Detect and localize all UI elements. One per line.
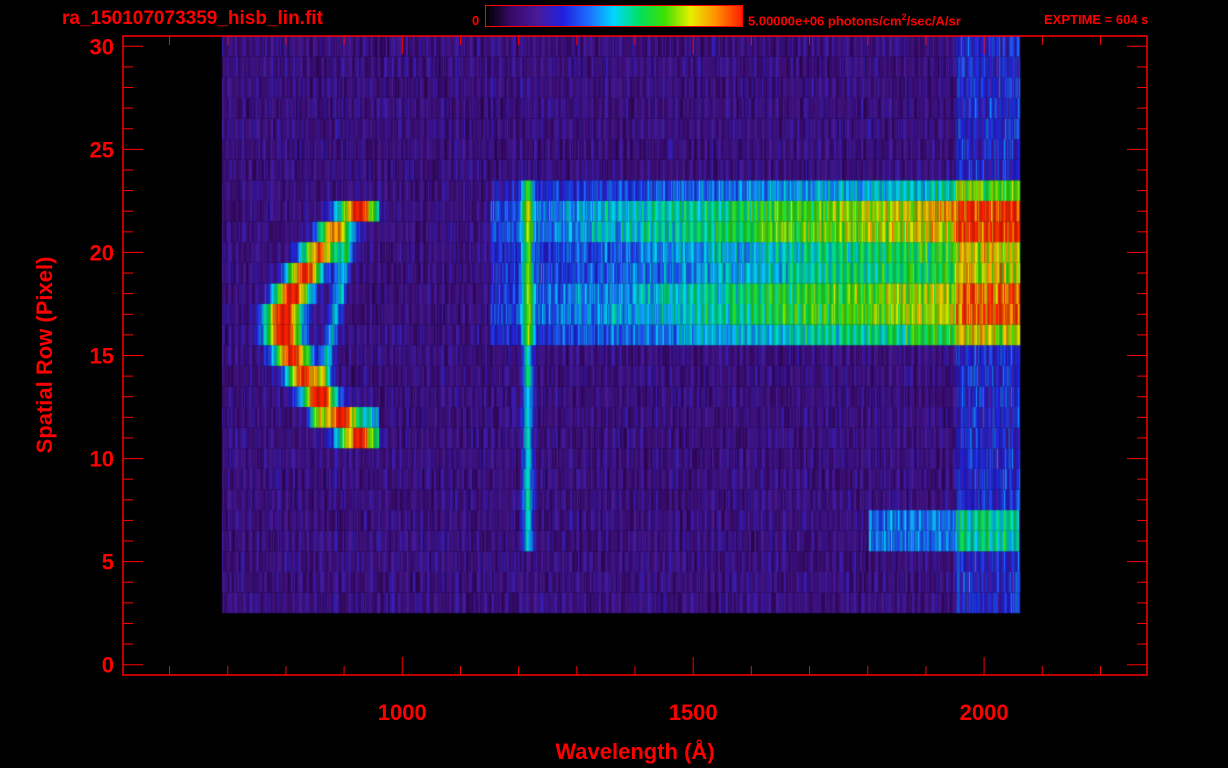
y-tick-label: 0	[102, 653, 114, 678]
colorbar-max-value: 5.00000e+06 photons/cm	[748, 13, 902, 29]
x-tick-label: 1500	[669, 700, 718, 725]
filename-title: ra_150107073359_hisb_lin.fit	[62, 8, 323, 29]
heatmap-raster	[123, 36, 1147, 675]
y-tick-label: 20	[90, 240, 114, 265]
axis-tick-labels: 1000 1500 2000 0 5 10 15 20 25 30	[90, 34, 1009, 725]
colorbar-max-unit: /sec/A/sr	[906, 13, 961, 29]
colorbar-max-label: 5.00000e+06 photons/cm2/sec/A/sr	[748, 12, 961, 28]
x-tick-label: 1000	[378, 700, 427, 725]
colorbar-min-label: 0	[472, 13, 480, 28]
x-axis-label: Wavelength (Å)	[555, 738, 714, 764]
y-tick-label: 15	[90, 344, 114, 369]
exptime-label: EXPTIME = 604 s	[1044, 12, 1149, 27]
axis-ticks	[123, 36, 1147, 675]
y-axis-label: Spatial Row (Pixel)	[32, 257, 57, 454]
colorbar-max-exponent: 2	[901, 12, 907, 22]
y-tick-label: 30	[90, 34, 114, 59]
y-tick-label: 10	[90, 447, 114, 472]
y-tick-label: 5	[102, 550, 114, 575]
x-tick-label: 2000	[960, 700, 1009, 725]
colorbar	[485, 5, 743, 27]
y-tick-label: 25	[90, 137, 114, 162]
heatmap-image	[123, 36, 1147, 675]
